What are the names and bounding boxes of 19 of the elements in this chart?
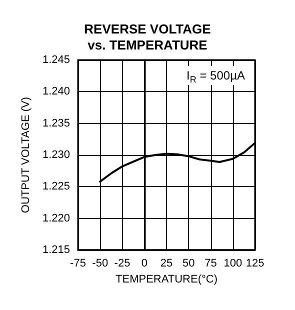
y-tick-label: 1.215	[42, 244, 70, 256]
x-tick-label: -75	[70, 258, 86, 270]
y-tick-label: 1.240	[42, 86, 70, 98]
x-tick-label: 100	[224, 258, 242, 270]
x-axis-title: TEMPERATURE(°C)	[116, 274, 218, 286]
x-tick-label: -25	[114, 258, 130, 270]
y-tick-label: 1.235	[42, 117, 70, 130]
chart-title: REVERSE VOLTAGE vs. TEMPERATURE	[84, 22, 212, 52]
x-tick-label: 25	[160, 258, 173, 270]
y-tick-label: 1.245	[42, 54, 70, 66]
x-tick-label: 50	[182, 258, 195, 270]
x-tick-label: 0	[141, 258, 148, 270]
x-tick-label: 75	[204, 258, 217, 270]
y-tick-label: 1.225	[42, 180, 70, 193]
x-tick-label: -50	[92, 258, 108, 270]
y-tick-label: 1.230	[42, 149, 70, 161]
y-tick-label: 1.220	[42, 212, 70, 224]
y-axis-title: OUTPUT VOLTAGE (V)	[20, 96, 32, 214]
x-tick-label: 125	[246, 258, 264, 270]
